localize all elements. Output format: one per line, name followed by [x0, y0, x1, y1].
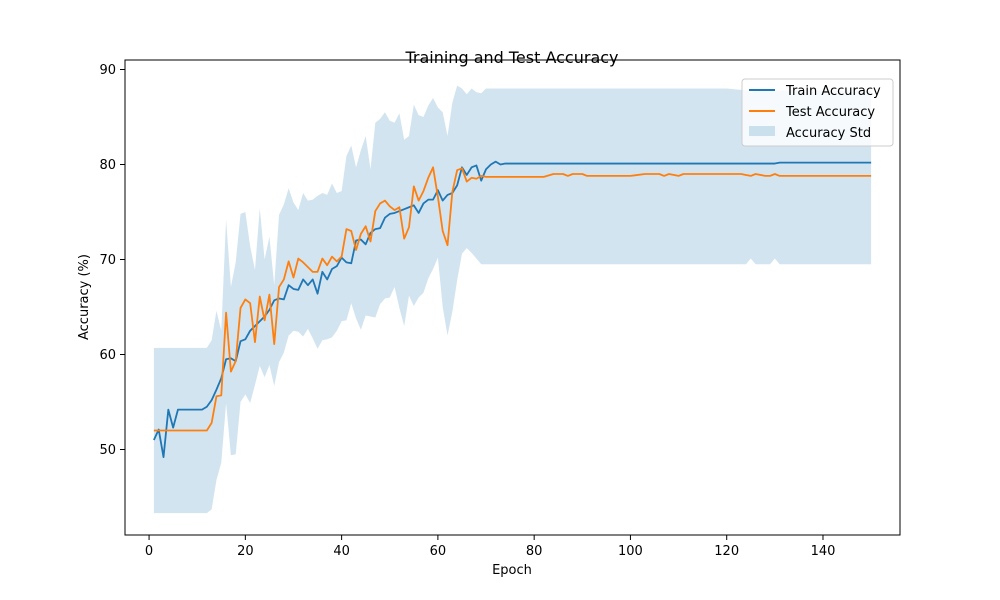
legend-train-label: Train Accuracy [785, 84, 881, 99]
legend-frame [741, 78, 894, 147]
y-tick-label: 90 [99, 63, 116, 78]
train-accuracy-line [153, 160, 872, 459]
x-tick-label: 40 [333, 544, 350, 559]
plot-frame [124, 59, 901, 536]
y-tick-label: 80 [99, 158, 116, 173]
test-accuracy-line [153, 166, 872, 432]
x-tick-label: 0 [145, 544, 153, 559]
x-axis: 0 20 40 60 80 100 120 140 [145, 535, 835, 559]
y-axis-label: Accuracy (%) [77, 254, 92, 340]
legend-test-label: Test Accuracy [785, 105, 875, 120]
x-tick-label: 20 [237, 544, 254, 559]
plot-area [153, 85, 872, 514]
x-axis-label: Epoch [492, 563, 532, 578]
x-tick-label: 120 [714, 544, 739, 559]
x-tick-label: 140 [811, 544, 836, 559]
chart-title: Training and Test Accuracy [404, 48, 618, 67]
y-tick-label: 70 [99, 253, 116, 268]
x-tick-label: 100 [618, 544, 643, 559]
y-axis: 50 60 70 80 90 [99, 63, 125, 458]
legend: Train Accuracy Test Accuracy Accuracy St… [741, 78, 894, 147]
y-tick-label: 50 [99, 443, 116, 458]
x-tick-label: 80 [526, 544, 543, 559]
x-tick-label: 60 [430, 544, 447, 559]
legend-std-label: Accuracy Std [786, 126, 871, 141]
legend-std-swatch [749, 126, 775, 136]
accuracy-std-band [153, 85, 872, 514]
y-tick-label: 60 [99, 348, 116, 363]
